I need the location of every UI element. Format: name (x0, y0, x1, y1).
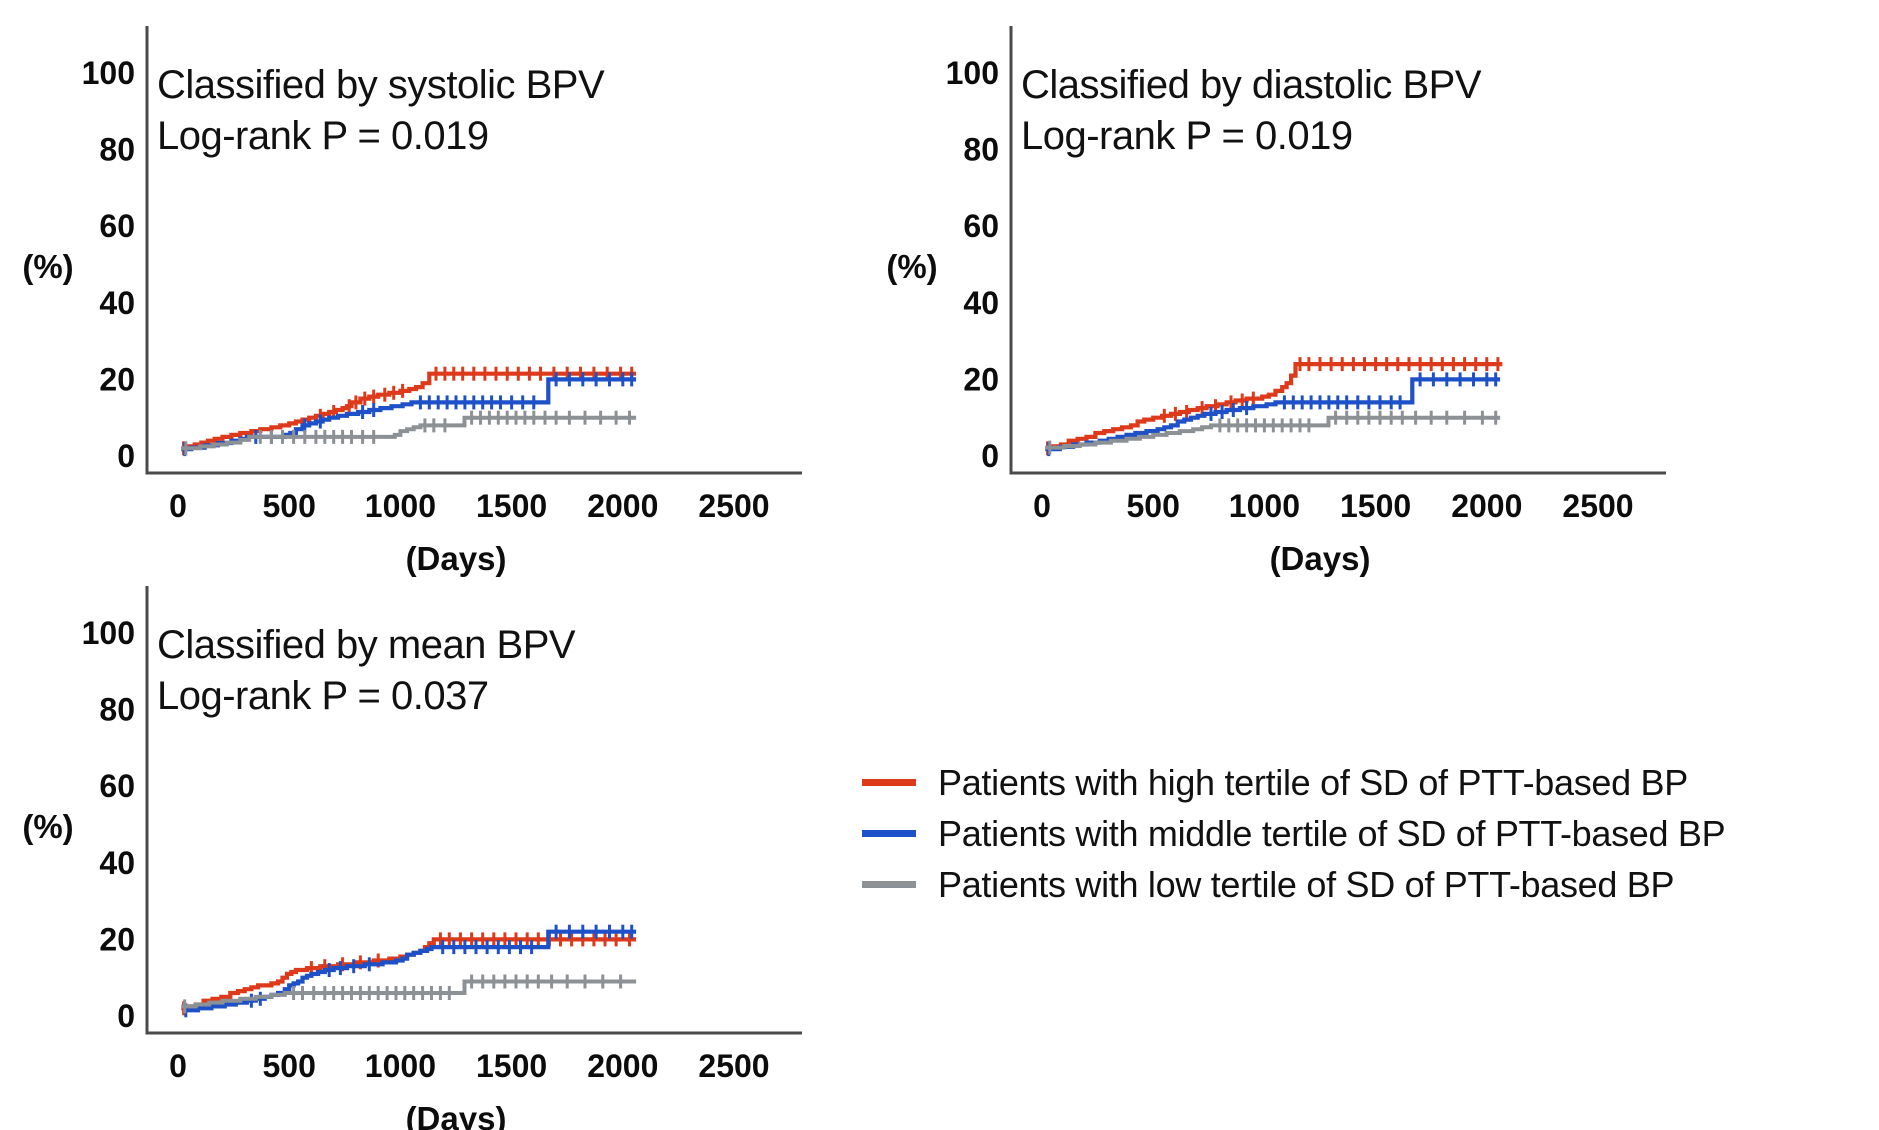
legend-item-high-tertile: Patients with high tertile of SD of PTT-… (862, 757, 1725, 808)
legend-line-swatch-middle (862, 830, 916, 837)
x-tick-label: 1000 (1229, 488, 1300, 524)
km-curve-low-tertile (1045, 415, 1501, 450)
y-tick-label: 80 (963, 132, 999, 168)
legend-line-swatch-high (862, 779, 916, 786)
x-tick-label: 0 (169, 488, 187, 524)
x-tick-label: 2500 (698, 1048, 769, 1084)
km-curve-low-tertile (181, 415, 637, 451)
y-axis-unit-label: (%) (22, 248, 74, 285)
x-tick-label: 2500 (698, 488, 769, 524)
y-tick-label: 100 (82, 615, 135, 651)
x-tick-label: 1000 (365, 488, 436, 524)
y-tick-label: 0 (117, 438, 135, 474)
legend: Patients with high tertile of SD of PTT-… (862, 757, 1726, 910)
y-tick-label: 40 (963, 285, 999, 321)
x-axis-label: (Days) (405, 540, 507, 577)
axis-lines (145, 586, 802, 1035)
y-tick-label: 40 (99, 285, 135, 321)
y-tick-label: 20 (99, 361, 135, 397)
x-tick-label: 2000 (587, 1048, 658, 1084)
y-axis-unit-label: (%) (22, 808, 74, 845)
legend-label: Patients with middle tertile of SD of PT… (938, 812, 1726, 854)
y-tick-label: 0 (981, 438, 999, 474)
y-tick-label: 60 (963, 208, 999, 244)
x-axis-label: (Days) (405, 1100, 507, 1130)
logrank-p-label: Log-rank P = 0.019 (157, 114, 489, 158)
y-tick-label: 60 (99, 768, 135, 804)
logrank-p-label: Log-rank P = 0.019 (1021, 114, 1353, 158)
y-tick-label: 20 (963, 361, 999, 397)
km-curve-high-tertile (181, 371, 637, 451)
x-tick-label: 0 (1033, 488, 1051, 524)
chart-title: Classified by mean BPV (157, 623, 576, 667)
x-tick-label: 1000 (365, 1048, 436, 1084)
y-tick-label: 0 (117, 998, 135, 1034)
x-tick-label: 2000 (587, 488, 658, 524)
x-tick-label: 500 (263, 1048, 316, 1084)
chart-title: Classified by systolic BPV (157, 63, 605, 107)
x-tick-label: 2500 (1562, 488, 1633, 524)
logrank-p-label: Log-rank P = 0.037 (157, 674, 489, 718)
chart-systolic-bpv: 0 20 40 60 80 100 0 500 1000 1500 2000 2500 Classif… (0, 0, 850, 590)
x-tick-label: 500 (1127, 488, 1180, 524)
chart-mean-bpv: 0 20 40 60 80 100 0 500 1000 1500 2000 2500 Classif… (0, 560, 850, 1130)
x-tick-label: 1500 (1340, 488, 1411, 524)
y-tick-label: 60 (99, 208, 135, 244)
y-tick-label: 100 (946, 55, 999, 91)
y-tick-label: 80 (99, 692, 135, 728)
x-tick-label: 1500 (476, 1048, 547, 1084)
x-tick-label: 1500 (476, 488, 547, 524)
y-tick-label: 100 (82, 55, 135, 91)
legend-label: Patients with low tertile of SD of PTT-b… (938, 863, 1675, 905)
legend-item-middle-tertile: Patients with middle tertile of SD of PT… (862, 808, 1726, 859)
x-tick-label: 500 (263, 488, 316, 524)
x-tick-label: 0 (169, 1048, 187, 1084)
km-curve-low-tertile (181, 979, 637, 1009)
legend-line-swatch-low (862, 881, 916, 888)
y-tick-label: 80 (99, 132, 135, 168)
axis-lines (1009, 26, 1666, 475)
y-tick-label: 20 (99, 921, 135, 957)
axis-lines (145, 26, 802, 475)
x-tick-label: 2000 (1451, 488, 1522, 524)
legend-label: Patients with high tertile of SD of PTT-… (938, 761, 1688, 803)
chart-title: Classified by diastolic BPV (1021, 63, 1482, 107)
legend-item-low-tertile: Patients with low tertile of SD of PTT-b… (862, 859, 1725, 910)
chart-diastolic-bpv: 0 20 40 60 80 100 0 500 1000 1500 2000 2500 Classif… (864, 0, 1714, 590)
y-tick-label: 40 (99, 845, 135, 881)
y-axis-unit-label: (%) (886, 248, 938, 285)
x-axis-label: (Days) (1269, 540, 1371, 577)
